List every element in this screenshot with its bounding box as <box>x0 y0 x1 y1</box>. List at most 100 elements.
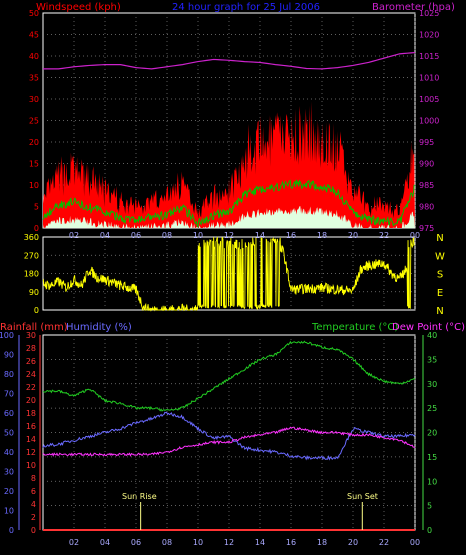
barometer-tick: 985 <box>419 181 434 190</box>
barometer-tick: 1015 <box>419 52 439 61</box>
humidity-tick: 90 <box>4 351 14 360</box>
barometer-tick: 1020 <box>419 31 439 40</box>
rainfall-tick: 2 <box>31 513 36 522</box>
time-tick-top: 18 <box>317 231 327 240</box>
series-dew-point-c <box>42 426 416 457</box>
temperature-axis-title: Temperature (°C) <box>311 322 398 333</box>
direction-tick: 0 <box>34 306 39 315</box>
direction-tick: 360 <box>24 233 39 242</box>
wind-direction-line <box>42 236 415 312</box>
time-tick-bottom: 10 <box>193 538 203 547</box>
humidity-tick: 40 <box>4 448 14 457</box>
windspeed-tick: 25 <box>29 117 39 126</box>
barometer-axis-title: Barometer (hpa) <box>372 2 455 13</box>
rainfall-tick: 22 <box>26 383 36 392</box>
windspeed-axis-title: Windspeed (kph) <box>36 2 121 13</box>
windspeed-tick: 0 <box>34 224 39 233</box>
time-tick-top: 00 <box>410 231 420 240</box>
humidity-tick: 20 <box>4 487 14 496</box>
humidity-tick: 50 <box>4 429 14 438</box>
temperature-tick: 25 <box>427 404 437 413</box>
rainfall-tick: 8 <box>31 474 36 483</box>
rainfall-tick: 16 <box>26 422 36 431</box>
windspeed-tick: 5 <box>34 203 39 212</box>
dewpoint-axis-title: Dew Point (°C) <box>392 322 465 333</box>
rainfall-axis-title: Rainfall (mm) <box>0 322 68 333</box>
rainfall-tick: 0 <box>31 526 36 535</box>
time-tick-top: 02 <box>69 231 79 240</box>
barometer-tick: 1025 <box>419 9 439 18</box>
time-tick-bottom: 08 <box>162 538 172 547</box>
wind-gust-area <box>43 101 415 228</box>
humidity-axis-title: Humidity (%) <box>66 322 132 333</box>
direction-tick: 270 <box>24 251 39 260</box>
time-tick-bottom: 22 <box>379 538 389 547</box>
direction-letter: E <box>437 288 443 299</box>
time-tick-bottom: 04 <box>100 538 110 547</box>
wind-average-line <box>42 179 415 228</box>
time-tick-top: 16 <box>286 231 296 240</box>
rainfall-tick: 10 <box>26 461 36 470</box>
rainfall-tick: 12 <box>26 448 36 457</box>
windspeed-tick: 30 <box>29 95 39 104</box>
barometer-tick: 1010 <box>419 74 439 83</box>
windspeed-tick: 45 <box>29 31 39 40</box>
humidity-tick: 10 <box>4 507 14 516</box>
rainfall-tick: 30 <box>26 331 36 340</box>
wind-min-area <box>43 206 415 228</box>
time-tick-bottom: 20 <box>348 538 358 547</box>
barometer-tick: 995 <box>419 138 434 147</box>
rainfall-tick: 26 <box>26 357 36 366</box>
time-tick-top: 12 <box>224 231 234 240</box>
humidity-tick: 70 <box>4 390 14 399</box>
temperature-tick: 40 <box>427 331 437 340</box>
tick-label-layer: 0202040406060808101012121414161618182020… <box>0 9 445 547</box>
temperature-tick: 20 <box>427 429 437 438</box>
temperature-tick: 15 <box>427 453 437 462</box>
series-temperature-c <box>42 340 416 412</box>
humidity-tick: 30 <box>4 468 14 477</box>
sun-rise-label: Sun Rise <box>122 492 157 501</box>
humidity-tick: 0 <box>9 526 14 535</box>
humidity-tick: 100 <box>0 331 14 340</box>
barometer-tick: 1000 <box>419 117 439 126</box>
rainfall-tick: 14 <box>26 435 36 444</box>
windspeed-tick: 35 <box>29 74 39 83</box>
windspeed-tick: 20 <box>29 138 39 147</box>
direction-letter: S <box>437 270 443 281</box>
time-tick-top: 08 <box>162 231 172 240</box>
time-tick-bottom: 00 <box>410 538 420 547</box>
graph-date-title: 24 hour graph for 25 Jul 2006 <box>172 2 320 13</box>
time-tick-top: 06 <box>131 231 141 240</box>
rainfall-tick: 18 <box>26 409 36 418</box>
time-tick-bottom: 14 <box>255 538 265 547</box>
temperature-tick: 5 <box>427 502 432 511</box>
windspeed-tick: 10 <box>29 181 39 190</box>
rainfall-tick: 28 <box>26 344 36 353</box>
temperature-tick: 30 <box>427 380 437 389</box>
barometer-line <box>43 51 416 70</box>
sun-set-label: Sun Set <box>347 492 378 501</box>
barometer-tick: 980 <box>419 203 434 212</box>
time-tick-top: 22 <box>379 231 389 240</box>
time-tick-top: 20 <box>348 231 358 240</box>
time-tick-bottom: 16 <box>286 538 296 547</box>
direction-letter: W <box>435 251 445 262</box>
rainfall-tick: 24 <box>26 370 36 379</box>
direction-letter: N <box>436 233 443 244</box>
direction-letter: N <box>436 306 443 317</box>
barometer-tick: 1005 <box>419 95 439 104</box>
rainfall-tick: 6 <box>31 487 36 496</box>
temperature-tick: 35 <box>427 355 437 364</box>
time-tick-top: 10 <box>193 231 203 240</box>
windspeed-tick: 50 <box>29 9 39 18</box>
time-tick-bottom: 18 <box>317 538 327 547</box>
series-layer <box>42 51 416 531</box>
windspeed-tick: 15 <box>29 160 39 169</box>
time-tick-bottom: 12 <box>224 538 234 547</box>
humidity-tick: 80 <box>4 370 14 379</box>
rainfall-tick: 4 <box>31 500 36 509</box>
direction-tick: 180 <box>24 270 39 279</box>
time-tick-top: 14 <box>255 231 265 240</box>
